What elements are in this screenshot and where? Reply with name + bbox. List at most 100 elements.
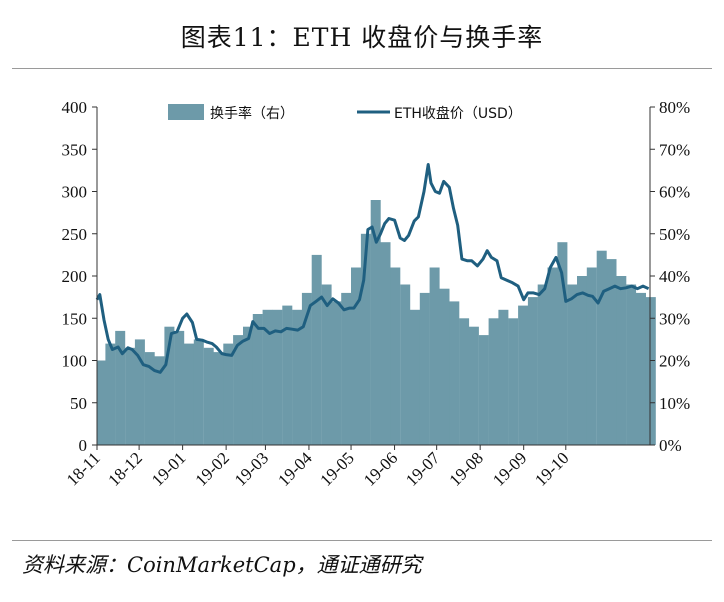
- turnover-bar: [351, 267, 361, 445]
- turnover-bar: [213, 352, 224, 445]
- turnover-bar: [193, 339, 204, 445]
- right-tick-label: 50%: [659, 225, 690, 244]
- left-tick-label: 100: [62, 352, 88, 371]
- turnover-bar: [390, 267, 401, 445]
- turnover-bar: [262, 309, 273, 445]
- turnover-bar: [547, 267, 558, 445]
- x-tick-label: 19-08: [446, 448, 487, 489]
- turnover-bar: [115, 330, 126, 445]
- x-tick-label: 19-01: [148, 448, 189, 489]
- x-tick-label: 19-03: [231, 448, 272, 489]
- turnover-bar: [184, 343, 194, 445]
- left-tick-label: 350: [62, 140, 88, 159]
- legend-bar-label: 换手率（右）: [210, 105, 294, 122]
- turnover-bar: [400, 284, 411, 445]
- legend-line-label: ETH收盘价（USD）: [394, 105, 522, 122]
- turnover-bar: [419, 292, 430, 445]
- turnover-bars: [97, 200, 656, 446]
- turnover-bar: [429, 267, 440, 445]
- top-divider: [12, 68, 712, 69]
- turnover-bar: [557, 242, 568, 445]
- right-tick-label: 30%: [659, 309, 690, 328]
- x-tick-label: 19-10: [531, 448, 572, 489]
- x-tick-label: 19-04: [274, 448, 316, 490]
- source-note: 资料来源：CoinMarketCap，通证通研究: [22, 553, 422, 577]
- turnover-bar: [233, 335, 244, 445]
- turnover-bar: [164, 326, 175, 445]
- turnover-bar: [449, 301, 460, 445]
- legend-bar-swatch: [168, 104, 204, 120]
- turnover-bar: [459, 318, 470, 446]
- turnover-bar: [282, 305, 293, 445]
- turnover-bar: [596, 250, 607, 445]
- turnover-bar: [645, 297, 656, 445]
- turnover-bar: [243, 326, 253, 445]
- turnover-bar: [272, 309, 283, 445]
- turnover-bar: [488, 318, 499, 446]
- price-line-layer: [95, 163, 650, 374]
- turnover-bar: [301, 292, 312, 445]
- right-tick-label: 10%: [659, 394, 690, 413]
- turnover-bar: [518, 305, 529, 445]
- turnover-bar: [478, 335, 489, 445]
- x-tick-label: 18-12: [104, 448, 145, 489]
- turnover-bar: [606, 259, 617, 445]
- left-tick-label: 300: [62, 183, 88, 202]
- turnover-bar: [144, 352, 155, 445]
- right-tick-label: 80%: [659, 98, 690, 117]
- eth-price-line: [95, 163, 650, 374]
- bottom-divider: [12, 540, 712, 541]
- turnover-bar: [311, 254, 322, 445]
- turnover-bar: [380, 242, 391, 445]
- turnover-bar: [616, 276, 627, 445]
- turnover-bar: [626, 284, 637, 445]
- turnover-bar: [508, 318, 519, 446]
- left-tick-label: 250: [62, 225, 88, 244]
- left-tick-label: 50: [70, 394, 87, 413]
- left-tick-label: 200: [62, 267, 88, 286]
- turnover-bar: [174, 330, 185, 445]
- x-tick-label: 19-09: [489, 448, 530, 489]
- x-tick-label: 19-06: [360, 448, 401, 489]
- turnover-bar: [498, 309, 509, 445]
- turnover-bar: [636, 292, 646, 445]
- left-tick-label: 0: [79, 436, 88, 455]
- turnover-bar: [527, 297, 538, 445]
- chart-title: 图表11：ETH 收盘价与换手率: [180, 23, 544, 52]
- turnover-bar: [223, 343, 234, 445]
- turnover-bar: [537, 284, 548, 445]
- turnover-bar: [105, 343, 116, 445]
- right-tick-label: 20%: [659, 352, 690, 371]
- turnover-bar: [468, 326, 479, 445]
- right-tick-label: 0%: [659, 436, 682, 455]
- turnover-bar: [321, 284, 332, 445]
- turnover-bar: [203, 347, 214, 445]
- right-tick-label: 40%: [659, 267, 690, 286]
- turnover-bar: [439, 288, 450, 445]
- turnover-bar: [577, 276, 587, 445]
- x-tick-label: 19-02: [191, 448, 232, 489]
- x-tick-label: 19-05: [316, 448, 357, 489]
- right-tick-label: 70%: [659, 140, 690, 159]
- turnover-bar: [134, 339, 145, 445]
- left-tick-label: 150: [62, 309, 88, 328]
- turnover-bar: [125, 347, 136, 445]
- turnover-bar: [331, 301, 342, 445]
- left-tick-label: 400: [62, 98, 88, 117]
- turnover-bar: [370, 200, 381, 445]
- turnover-bar: [252, 314, 263, 445]
- turnover-bar: [586, 267, 597, 445]
- turnover-bar: [292, 309, 303, 445]
- axes: 0 50 100 150 200 250 300 350 400 0% 10% 20% 30% 40% 50…: [62, 98, 691, 490]
- turnover-bar: [341, 292, 352, 445]
- x-tick-label: 19-07: [402, 448, 444, 490]
- turnover-bar: [567, 284, 578, 445]
- turnover-bar: [410, 309, 420, 445]
- legend: 换手率（右） ETH收盘价（USD）: [168, 104, 522, 122]
- turnover-bar: [154, 356, 165, 445]
- turnover-bar: [97, 360, 107, 445]
- x-tick-label: 18-11: [63, 448, 104, 489]
- turnover-bar: [360, 233, 371, 446]
- right-tick-label: 60%: [659, 183, 690, 202]
